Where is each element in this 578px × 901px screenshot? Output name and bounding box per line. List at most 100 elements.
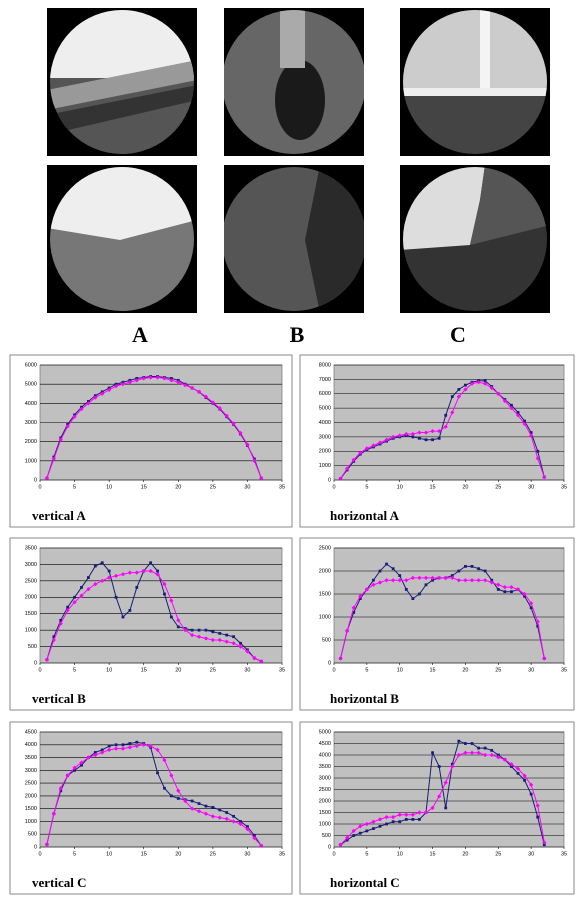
marker [424, 583, 428, 587]
marker [377, 440, 383, 445]
marker [457, 569, 461, 573]
chart-caption: vertical A [32, 508, 86, 523]
marker [149, 561, 153, 565]
y-tick-label: 7000 [319, 377, 331, 383]
marker [134, 743, 139, 749]
x-tick-label: 10 [397, 484, 403, 490]
marker [410, 812, 415, 817]
marker [238, 821, 243, 827]
marker [114, 595, 118, 599]
y-tick-label: 1000 [319, 463, 331, 469]
marker [73, 768, 76, 772]
marker [397, 812, 402, 817]
marker [522, 591, 527, 597]
y-tick-label: 500 [322, 833, 331, 839]
marker [431, 751, 434, 755]
x-tick-label: 5 [365, 851, 368, 857]
marker [437, 429, 442, 434]
x-tick-label: 0 [38, 484, 41, 490]
marker [417, 575, 422, 581]
marker [351, 605, 356, 610]
y-tick-label: 1500 [25, 611, 37, 617]
marker [490, 578, 494, 582]
marker [371, 582, 376, 587]
marker [345, 835, 350, 840]
x-tick-label: 10 [106, 851, 112, 857]
marker [372, 827, 375, 830]
y-tick-label: 3000 [319, 434, 331, 440]
marker [469, 381, 475, 386]
x-tick-label: 30 [528, 667, 534, 673]
marker [398, 820, 402, 824]
marker [73, 595, 76, 599]
marker [239, 820, 242, 823]
marker [477, 746, 480, 750]
y-tick-label: 0 [328, 477, 331, 483]
x-tick-label: 20 [175, 484, 181, 490]
marker [430, 429, 435, 434]
y-tick-label: 4000 [319, 752, 331, 758]
marker [190, 799, 194, 803]
marker [502, 398, 507, 404]
marker [217, 637, 222, 643]
marker [358, 831, 362, 835]
marker [245, 649, 250, 654]
marker [203, 394, 209, 399]
marker [59, 618, 63, 622]
marker [489, 752, 494, 758]
marker [224, 413, 229, 418]
marker [204, 628, 208, 632]
marker [397, 578, 402, 583]
marker [536, 815, 540, 819]
marker [169, 794, 173, 798]
marker [141, 568, 146, 574]
marker [542, 475, 547, 480]
marker [529, 782, 534, 788]
marker [239, 641, 242, 645]
marker [238, 430, 243, 436]
marker [536, 624, 540, 628]
y-tick-label: 2500 [25, 781, 37, 787]
marker [52, 635, 56, 639]
x-tick-label: 20 [462, 851, 468, 857]
y-tick-label: 3000 [25, 768, 37, 774]
marker [238, 644, 243, 649]
marker [463, 750, 468, 755]
marker [135, 586, 139, 589]
marker [509, 584, 514, 590]
x-tick-label: 30 [528, 851, 534, 857]
y-tick-label: 2500 [319, 545, 331, 551]
x-tick-label: 25 [210, 667, 216, 673]
x-tick-label: 25 [495, 851, 501, 857]
marker [496, 588, 500, 591]
y-tick-label: 0 [34, 477, 37, 483]
marker [163, 592, 166, 596]
marker [162, 757, 167, 763]
marker [252, 458, 257, 463]
x-tick-label: 35 [279, 851, 285, 857]
x-tick-label: 20 [462, 667, 468, 673]
marker [232, 814, 235, 818]
marker [510, 590, 513, 594]
marker [377, 580, 383, 585]
marker [176, 380, 181, 385]
marker [515, 766, 521, 771]
marker [437, 436, 441, 440]
marker [176, 618, 181, 623]
marker [371, 443, 376, 448]
marker [404, 588, 408, 591]
marker [148, 375, 153, 380]
marker [210, 637, 215, 643]
marker [196, 389, 202, 394]
marker [259, 843, 264, 848]
marker [155, 747, 160, 753]
marker [128, 742, 132, 745]
marker [210, 814, 215, 819]
marker [496, 755, 501, 760]
marker [430, 805, 435, 811]
x-tick-label: 0 [332, 667, 335, 673]
marker [522, 773, 527, 778]
image-label: B [290, 322, 305, 347]
marker [502, 757, 507, 762]
chart-caption: horizontal C [330, 875, 400, 890]
